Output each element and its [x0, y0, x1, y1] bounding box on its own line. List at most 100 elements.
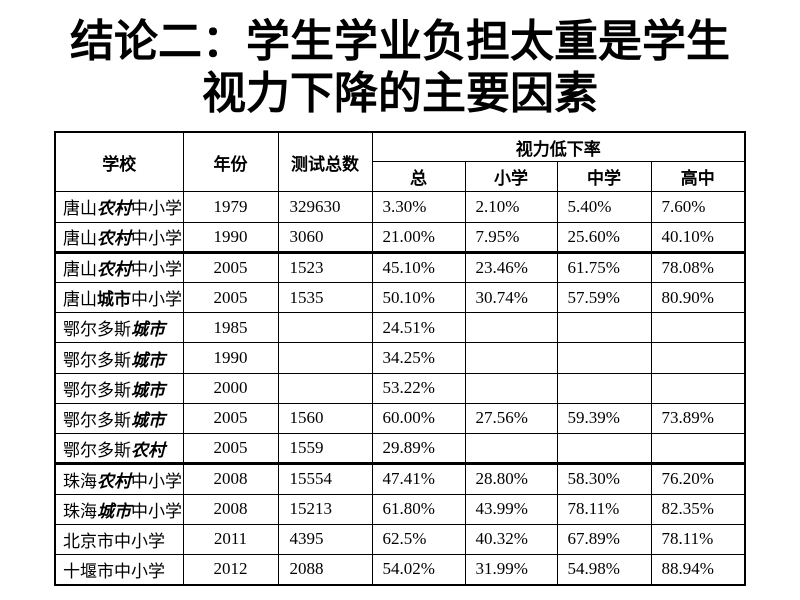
table-row: 唐山农村中小学 1990 3060 21.00% 7.95% 25.60% 40.10% [54, 221, 746, 253]
rate-middle-cell: 59.39% [556, 402, 652, 435]
tested-total-cell: 1535 [277, 281, 373, 314]
school-name-emphasis: 农村 [97, 229, 131, 249]
column-header-rate-total: 总 [371, 161, 466, 193]
rate-high-cell [650, 372, 746, 404]
school-cell: 珠海农村中小学 [54, 462, 184, 495]
school-name-prefix: 唐山 [63, 229, 97, 249]
rate-high-cell: 78.11% [650, 523, 746, 555]
year-cell: 2011 [182, 523, 279, 555]
rate-total-cell: 53.22% [371, 372, 466, 404]
rate-high-cell: 88.94% [650, 553, 746, 586]
slide: 结论二：学生学业负担太重是学生 视力下降的主要因素 学校 年份 测试总数 视力低… [0, 16, 800, 600]
rate-total-cell: 45.10% [371, 250, 466, 283]
rate-high-cell [650, 342, 746, 374]
school-name-suffix: 中小学 [131, 501, 182, 521]
table-row: 鄂尔多斯城市 2005 1560 60.00% 27.56% 59.39% 73.89% [54, 402, 746, 435]
rate-primary-cell [464, 342, 558, 374]
school-name-emphasis: 农村 [97, 260, 131, 280]
school-name-prefix: 唐山 [63, 260, 97, 280]
school-cell: 鄂尔多斯城市 [54, 312, 184, 344]
year-cell: 1985 [182, 312, 279, 344]
table-row: 珠海城市中小学 2008 15213 61.80% 43.99% 78.11% 82.35% [54, 493, 746, 525]
rate-high-cell [650, 433, 746, 465]
school-cell: 唐山农村中小学 [54, 191, 184, 223]
school-name-emphasis: 城市 [97, 290, 131, 310]
tested-total-cell: 3060 [277, 221, 373, 253]
rate-middle-cell: 67.89% [556, 523, 652, 555]
school-cell: 珠海城市中小学 [54, 493, 184, 525]
year-cell: 2008 [182, 493, 279, 525]
header-row-1: 学校 年份 测试总数 视力低下率 [54, 131, 746, 193]
rate-total-cell: 21.00% [371, 221, 466, 253]
table-row: 唐山农村中小学 2005 1523 45.10% 23.46% 61.75% 78.08% [54, 250, 746, 283]
tested-total-cell: 1523 [277, 250, 373, 283]
school-name-emphasis: 农村 [97, 199, 131, 219]
table-row: 唐山农村中小学 1979 329630 3.30% 2.10% 5.40% 7.60% [54, 191, 746, 223]
school-name-prefix: 鄂尔多斯 [63, 320, 131, 340]
year-cell: 2005 [182, 250, 279, 283]
rate-middle-cell: 57.59% [556, 281, 652, 314]
year-cell: 1990 [182, 221, 279, 253]
school-name-prefix: 北京市中小学 [63, 531, 165, 551]
rate-high-cell: 76.20% [650, 462, 746, 495]
school-name-emphasis: 农村 [131, 440, 165, 460]
school-name-emphasis: 城市 [131, 350, 165, 370]
rate-middle-cell: 25.60% [556, 221, 652, 253]
rate-middle-cell: 61.75% [556, 250, 652, 283]
column-header-school: 学校 [54, 131, 184, 193]
table-row: 鄂尔多斯城市 2000 53.22% [54, 372, 746, 404]
rate-middle-cell [556, 433, 652, 465]
rate-primary-cell [464, 372, 558, 404]
rate-total-cell: 3.30% [371, 191, 466, 223]
rate-high-cell: 40.10% [650, 221, 746, 253]
school-cell: 鄂尔多斯城市 [54, 402, 184, 435]
rate-middle-cell [556, 372, 652, 404]
table-row: 珠海农村中小学 2008 15554 47.41% 28.80% 58.30% 76.20% [54, 462, 746, 495]
school-name-emphasis: 城市 [97, 501, 131, 521]
rate-total-cell: 61.80% [371, 493, 466, 525]
school-name-prefix: 鄂尔多斯 [63, 350, 131, 370]
school-cell: 唐山农村中小学 [54, 221, 184, 253]
tested-total-cell [277, 312, 373, 344]
tested-total-cell [277, 342, 373, 374]
tested-total-cell: 4395 [277, 523, 373, 555]
school-name-suffix: 中小学 [131, 260, 182, 280]
year-cell: 2012 [182, 553, 279, 586]
column-header-rate-middle: 中学 [556, 161, 652, 193]
rate-primary-cell: 31.99% [464, 553, 558, 586]
title-line-2: 视力下降的主要因素 [202, 68, 598, 118]
school-name-prefix: 鄂尔多斯 [63, 440, 131, 460]
rate-high-cell [650, 312, 746, 344]
rate-middle-cell: 78.11% [556, 493, 652, 525]
school-name-prefix: 鄂尔多斯 [63, 410, 131, 430]
school-name-prefix: 珠海 [63, 501, 97, 521]
rate-primary-cell: 23.46% [464, 250, 558, 283]
year-cell: 2000 [182, 372, 279, 404]
table-row: 唐山城市中小学 2005 1535 50.10% 30.74% 57.59% 80.90% [54, 281, 746, 314]
rate-high-cell: 80.90% [650, 281, 746, 314]
tested-total-cell: 1559 [277, 433, 373, 465]
school-name-suffix: 中小学 [131, 229, 182, 249]
rate-primary-cell: 43.99% [464, 493, 558, 525]
column-header-rate-high: 高中 [650, 161, 746, 193]
rate-total-cell: 54.02% [371, 553, 466, 586]
school-cell: 鄂尔多斯城市 [54, 372, 184, 404]
rate-total-cell: 62.5% [371, 523, 466, 555]
school-cell: 唐山城市中小学 [54, 281, 184, 314]
rate-primary-cell: 28.80% [464, 462, 558, 495]
year-cell: 1979 [182, 191, 279, 223]
column-header-rate-primary: 小学 [464, 161, 558, 193]
table-row: 鄂尔多斯城市 1985 24.51% [54, 312, 746, 344]
rate-high-cell: 73.89% [650, 402, 746, 435]
rate-middle-cell [556, 342, 652, 374]
tested-total-cell [277, 372, 373, 404]
table-row: 北京市中小学 2011 4395 62.5% 40.32% 67.89% 78.11% [54, 523, 746, 555]
year-cell: 2008 [182, 462, 279, 495]
school-name-emphasis: 城市 [131, 320, 165, 340]
rate-high-cell: 7.60% [650, 191, 746, 223]
school-cell: 鄂尔多斯城市 [54, 342, 184, 374]
school-name-emphasis: 城市 [131, 380, 165, 400]
year-cell: 2005 [182, 402, 279, 435]
school-name-prefix: 唐山 [63, 290, 97, 310]
rate-high-cell: 78.08% [650, 250, 746, 283]
